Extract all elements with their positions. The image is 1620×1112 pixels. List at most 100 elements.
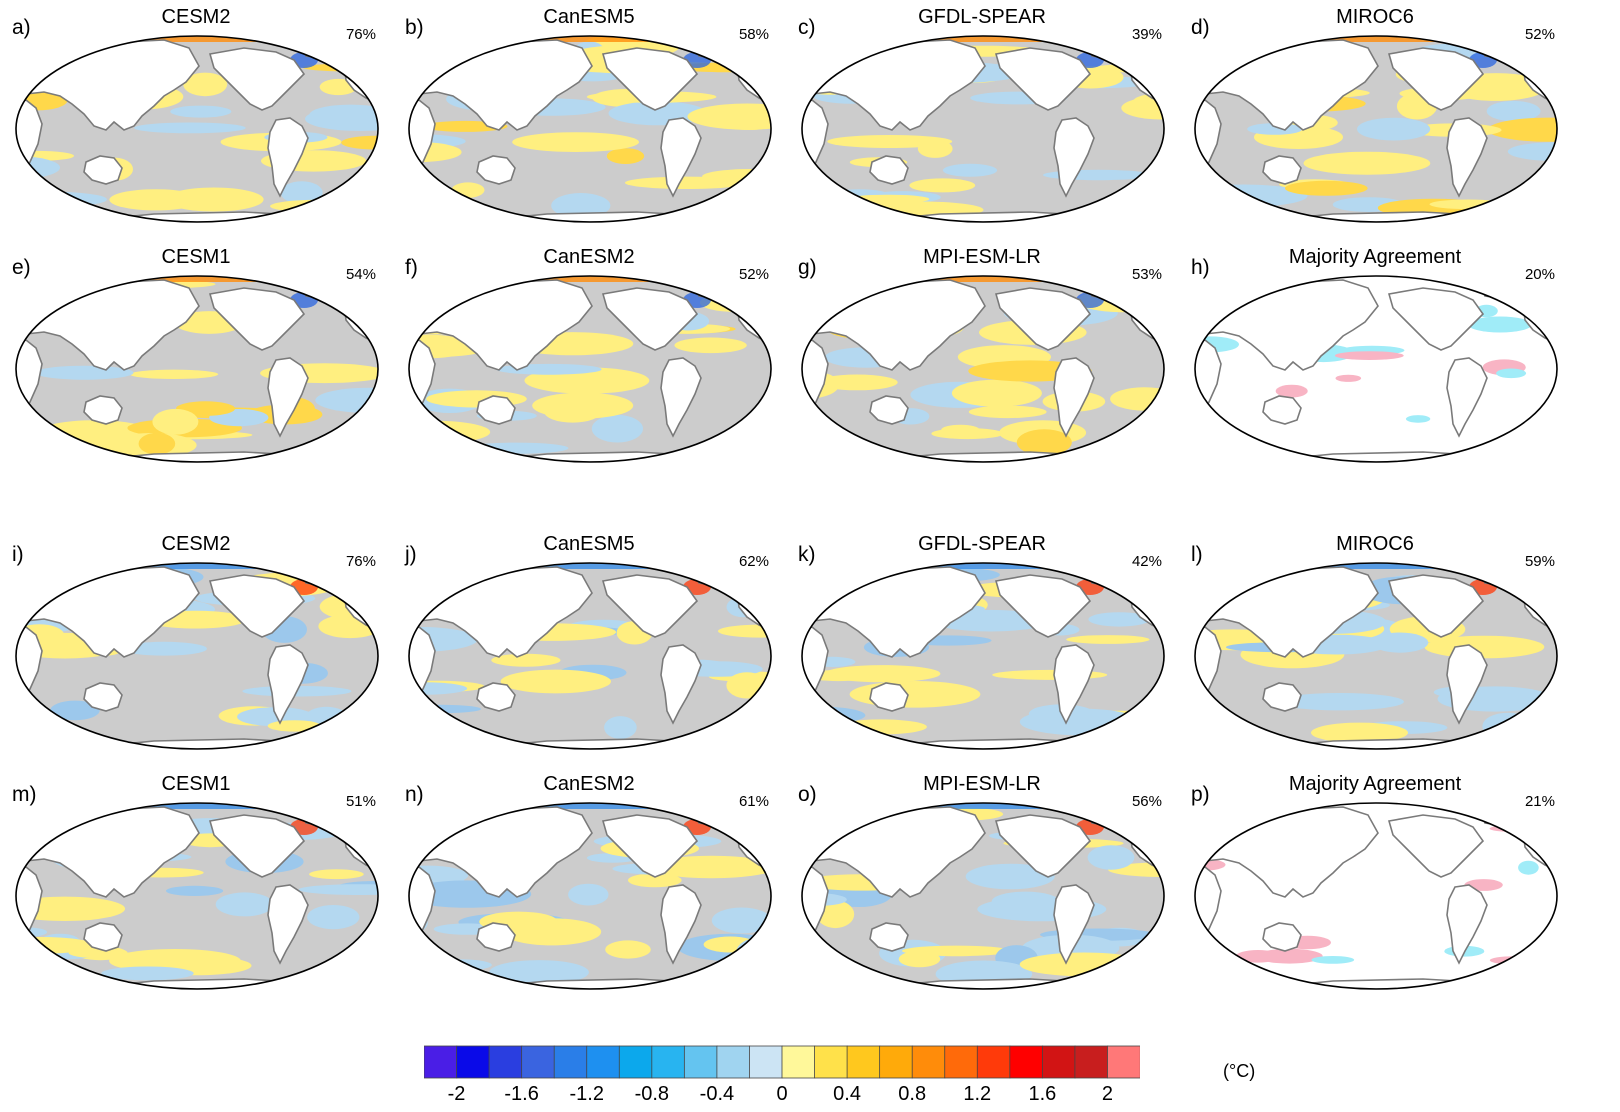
anomaly-patch [802, 964, 842, 987]
anomaly-patch [591, 414, 643, 443]
arctic-anomaly-band [860, 563, 1120, 569]
map-panel: CanESM2 n) 61% [399, 771, 779, 1016]
anomaly-patch [129, 369, 219, 379]
panel-percent: 52% [1524, 26, 1555, 43]
panel-letter: l) [1191, 543, 1203, 566]
world-map [1194, 35, 1558, 223]
continent [267, 117, 309, 198]
continent [859, 451, 1141, 462]
anomaly-patch [1496, 368, 1527, 379]
continent [1387, 814, 1485, 878]
continent [466, 978, 748, 989]
world-map [408, 802, 772, 990]
world-map [15, 275, 379, 463]
anomaly-patch [1519, 61, 1557, 74]
anomaly-patch [1311, 722, 1408, 743]
anomaly-patch [166, 885, 224, 896]
map-panel: CESM1 e) 54% [6, 244, 386, 489]
colorbar-swatch [976, 1045, 1011, 1079]
anomaly-patch [491, 653, 561, 667]
colorbar-swatch [651, 1045, 686, 1079]
anomaly-patch [1116, 196, 1164, 208]
anomaly-patch [1195, 439, 1229, 454]
anomaly-patch [942, 163, 998, 177]
map-outline [15, 802, 379, 990]
map-outline [15, 35, 379, 223]
arctic-anomaly-band [860, 803, 1120, 809]
continent [994, 814, 1092, 878]
continent [601, 47, 699, 111]
anomaly-patch [1334, 351, 1404, 360]
colorbar-tick-label: -0.8 [634, 1083, 670, 1105]
anomaly-patch [1335, 374, 1362, 382]
continent [1053, 884, 1095, 965]
panel-percent: 51% [345, 793, 376, 810]
colorbar-swatch [911, 1045, 946, 1079]
panel-percent: 76% [345, 553, 376, 570]
map-panel: GFDL-SPEAR c) 39% [792, 4, 1172, 249]
anomaly-patch [138, 432, 176, 455]
continent [1252, 978, 1534, 989]
panel-title: CESM2 [161, 533, 231, 555]
map-outline [15, 275, 379, 463]
panel-percent: 39% [1131, 26, 1162, 43]
anomaly-patch [1311, 956, 1355, 964]
colorbar [424, 1045, 1140, 1079]
continent [73, 211, 355, 222]
continent [208, 287, 306, 351]
arctic-anomaly-band [1253, 563, 1513, 569]
continent [1262, 922, 1302, 952]
continent [1262, 682, 1302, 712]
panel-title: CESM1 [161, 773, 231, 795]
anomaly-patch [832, 975, 873, 984]
anomaly-patch [699, 293, 771, 312]
continent [869, 395, 909, 425]
anomaly-patch [1518, 860, 1539, 875]
continent [83, 395, 123, 425]
anomaly-patch [705, 439, 759, 459]
continent [859, 211, 1141, 222]
anomaly-patch [1489, 956, 1540, 965]
anomaly-patch [1235, 950, 1281, 963]
anomaly-patch [183, 72, 228, 97]
anomaly-patch [624, 176, 749, 189]
continent [476, 682, 516, 712]
anomaly-patch [409, 436, 466, 450]
arctic-anomaly-band [74, 276, 334, 282]
anomaly-patch [164, 187, 264, 212]
colorbar-swatch [1009, 1045, 1044, 1079]
continent [601, 287, 699, 351]
anomaly-patch [409, 440, 484, 462]
panel-title: CanESM5 [543, 6, 635, 28]
colorbar-swatch [553, 1045, 588, 1079]
anomaly-patch [422, 959, 492, 971]
anomaly-patch [1066, 635, 1150, 644]
anomaly-patch [1533, 594, 1557, 611]
panel-letter: h) [1191, 256, 1210, 279]
anomaly-patch [1303, 151, 1431, 175]
anomaly-patch [674, 337, 747, 354]
continent [1262, 395, 1302, 425]
anomaly-patch [48, 287, 84, 299]
anomaly-patch [1486, 100, 1541, 122]
continent [208, 574, 306, 638]
panel-title: CanESM5 [543, 533, 635, 555]
colorbar-tick-label: 1.6 [1028, 1083, 1057, 1105]
panel-title: GFDL-SPEAR [918, 6, 1046, 28]
continent [83, 922, 123, 952]
panel-title: MPI-ESM-LR [923, 246, 1041, 268]
map-outline [1194, 275, 1558, 463]
anomaly-patch [358, 422, 378, 441]
continent [476, 395, 516, 425]
arctic-anomaly-band [467, 276, 727, 282]
map-panel: CanESM5 b) 58% [399, 4, 779, 249]
continent [73, 738, 355, 749]
anomaly-patch [802, 185, 839, 198]
map-panel: Majority Agreement p) 21% [1185, 771, 1565, 1016]
anomaly-patch [152, 408, 199, 435]
anomaly-patch [687, 103, 771, 130]
map-panel: MIROC6 d) 52% [1185, 4, 1565, 249]
world-map [1194, 802, 1558, 990]
map-panel: MPI-ESM-LR o) 56% [792, 771, 1172, 1016]
anomaly-patch [409, 433, 463, 462]
